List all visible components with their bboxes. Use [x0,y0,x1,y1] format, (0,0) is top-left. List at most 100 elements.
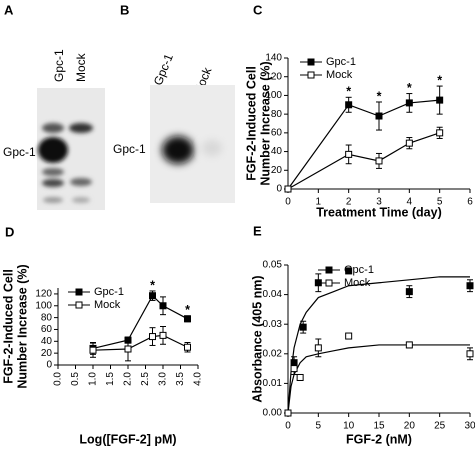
y-tick-label: 20 [271,165,283,176]
y-tick-label: 0.05 [263,260,283,271]
y-tick-label: 0.02 [263,348,283,359]
y-tick-label: 40 [271,146,283,157]
x-tick-label: 10 [343,421,355,432]
panel-letter: C [253,2,263,17]
significance: * [346,85,351,99]
lane-label: Gpc-1 [151,51,176,87]
chart: E 0 5 10 15 20 25 30 0.00 0.01 0.02 0.03 0.04 0.05 FGF… [250,223,475,446]
y-axis-label: FGF-2-Induced Cell [244,66,258,181]
x-tick-label: 5 [316,421,322,432]
data-point [149,292,156,300]
y-axis-label: Absorbance (405 nm) [250,275,264,402]
x-tick-label: 3 [376,197,382,208]
y-tick-label: 100 [35,300,52,311]
legend-marker [325,279,333,287]
blot-image [150,85,235,203]
data-point [436,129,444,137]
data-point [405,288,413,296]
band-label: Gpc-1 [113,142,146,156]
significance: * [185,303,190,317]
x-tick-label: 25 [434,421,446,432]
legend-marker [75,288,83,296]
y-tick-label: 0 [276,184,282,195]
data-point [290,365,298,373]
data-point [436,96,444,104]
significance: * [150,278,155,292]
legend-marker [325,266,333,274]
data-point [375,157,383,165]
y-tick-label: 20 [41,348,53,359]
panel-letter: A [4,2,14,17]
band-label: Gpc-1 [3,145,36,159]
y-axis-label: FGF-2-Induced Cell [1,269,15,384]
data-point [299,323,307,331]
data-point [184,315,191,323]
data-point [405,341,413,349]
legend-marker [307,71,315,79]
blot-image [37,88,105,210]
fit-curve [287,276,470,414]
data-point [284,185,292,193]
lane-label: Mock [74,52,88,82]
significance: * [437,73,442,87]
fit-curve [287,344,470,414]
y-axis-label: Number Increase (%) [15,264,29,388]
data-point [466,350,474,358]
panel-letter: D [5,224,14,239]
significance: * [407,81,412,95]
chart: D 0.0 0.5 1.0 1.5 2.0 2.5 3.0 3.5 4.0 020406080100… [1,224,203,446]
y-tick-label: 60 [41,324,53,335]
y-tick-label: 120 [265,71,282,82]
x-tick-label: 20 [404,421,416,432]
data-point [149,333,156,341]
lane-label: Gpc-1 [52,49,66,82]
legend-label: Gpc-1 [94,286,124,298]
x-tick-label: 5 [437,197,443,208]
y-tick-label: 140 [265,53,282,64]
data-point [296,373,304,381]
x-tick-label: 0.5 [70,372,81,386]
legend-marker [307,58,315,66]
x-tick-label: 1.5 [105,372,116,386]
data-point [284,409,292,417]
data-point [159,302,167,310]
y-axis-label: Number Increase (%) [258,61,272,185]
x-tick-label: 2.0 [123,372,134,386]
data-point [375,112,383,120]
legend-label: Gpc-1 [326,56,356,68]
x-tick-label: 1 [316,197,322,208]
y-tick-label: 60 [271,127,283,138]
x-tick-label: 3.5 [175,372,186,386]
panel-letter: B [120,2,129,17]
y-tick-label: 80 [41,312,53,323]
panel-letter: E [253,223,262,238]
data-point [345,101,353,109]
x-tick-label: 30 [464,421,475,432]
x-tick-label: 0.0 [53,372,64,386]
x-tick-label: 3.0 [158,372,169,386]
x-tick-label: 2.5 [140,372,151,386]
data-point [184,343,191,351]
x-tick-label: 1.0 [88,372,99,386]
y-tick-label: 0.00 [263,408,283,419]
data-point [345,332,353,340]
data-point [314,344,322,352]
x-axis-label: FGF-2 (nM) [346,432,412,446]
y-tick-label: 120 [35,289,52,300]
data-point [405,139,413,147]
x-tick-label: 15 [373,421,385,432]
data-point [159,331,167,339]
data-point [345,267,353,275]
legend-label: Mock [344,277,371,289]
data-point [124,345,132,353]
y-tick-label: 40 [41,336,53,347]
x-tick-label: 4.0 [193,372,204,386]
legend-label: Mock [326,69,353,81]
data-point [466,282,474,290]
x-tick-label: 0 [285,197,291,208]
data-point [345,150,353,158]
data-point [405,99,413,107]
legend-label: Mock [94,299,121,311]
x-axis-label: Treatment Time (day) [316,205,442,219]
